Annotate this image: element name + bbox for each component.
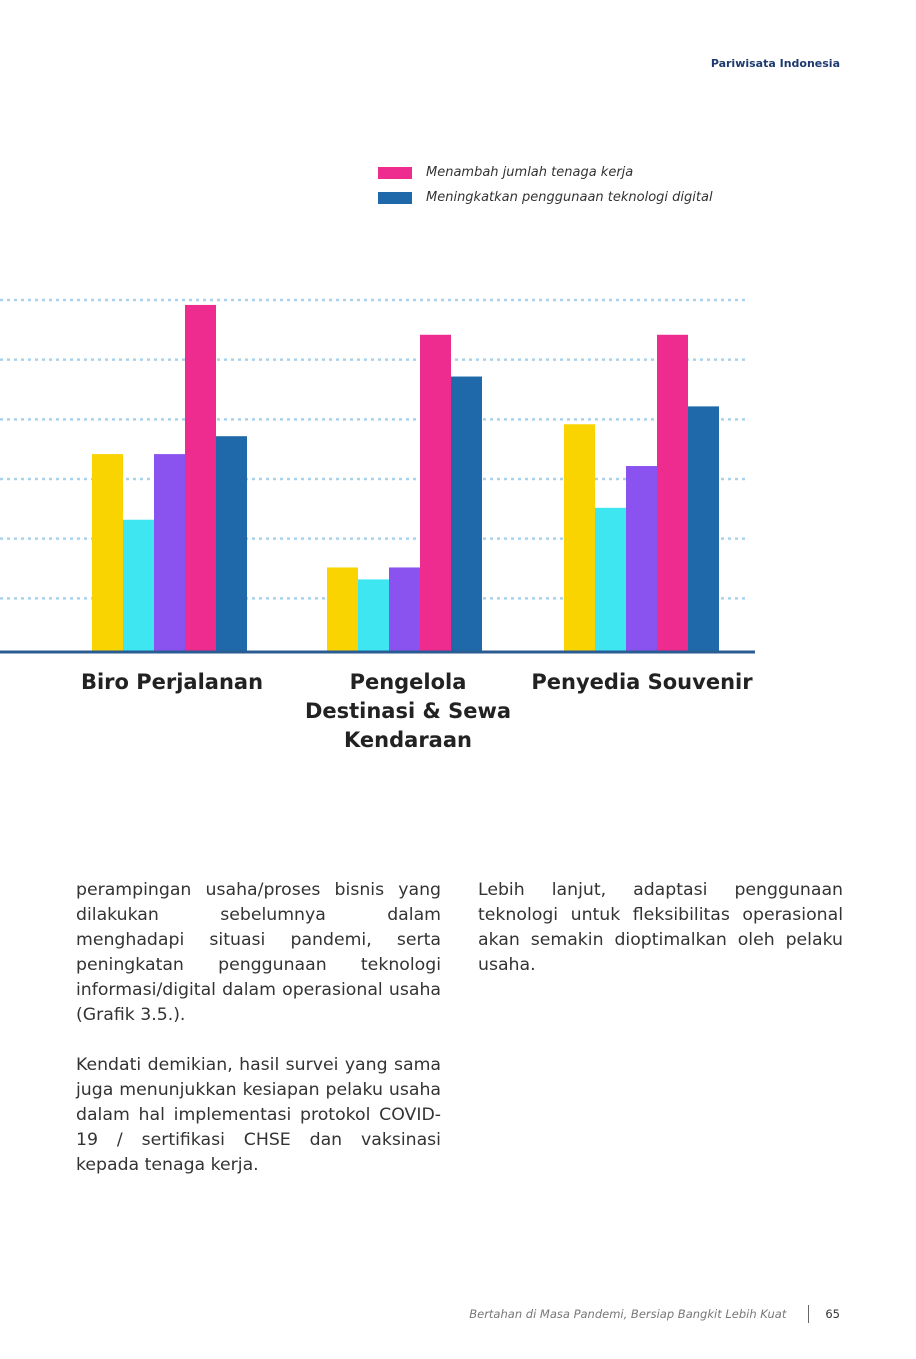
legend-swatch-blue [378,191,412,204]
bar [657,334,688,651]
paragraph: Lebih lanjut, adaptasi penggunaan teknol… [478,880,843,975]
bar [688,406,719,651]
bar [327,567,358,651]
bar [626,466,657,651]
legend-item-2: Meningkatkan penggunaan teknologi digita… [378,185,713,210]
category-label: Pengelola Destinasi & Sewa Kendaraan [304,670,512,752]
bar [358,579,389,651]
bar [123,519,154,651]
legend-swatch-pink [378,166,412,179]
body-left-column: perampingan usaha/proses bisnis yang dil… [76,878,441,1203]
bar-chart [0,298,755,654]
chart-legend: Menambah jumlah tenaga kerja Meningkatka… [378,160,713,210]
legend-label: Meningkatkan penggunaan teknologi digita… [426,190,713,205]
page-footer: Bertahan di Masa Pandemi, Bersiap Bangki… [469,1305,840,1323]
bar [595,507,626,651]
page-number: 65 [825,1307,840,1321]
bar [564,424,595,651]
paragraph: perampingan usaha/proses bisnis yang dil… [76,880,441,1025]
bar [154,454,185,651]
footer-divider [808,1305,810,1323]
bar [92,454,123,651]
running-header: Pariwisata Indonesia [710,57,840,70]
bar [420,334,451,651]
paragraph: Kendati demikian, hasil survei yang sama… [76,1055,441,1175]
category-label: Penyedia Souvenir [531,670,753,694]
bar [185,304,216,651]
legend-item-1: Menambah jumlah tenaga kerja [378,160,713,185]
legend-label: Menambah jumlah tenaga kerja [426,165,634,180]
bar [451,376,482,651]
footer-title: Bertahan di Masa Pandemi, Bersiap Bangki… [469,1307,787,1321]
bar [389,567,420,651]
category-label: Biro Perjalanan [80,670,264,694]
body-right-column: Lebih lanjut, adaptasi penggunaan teknol… [478,878,843,1003]
bar [216,436,247,651]
